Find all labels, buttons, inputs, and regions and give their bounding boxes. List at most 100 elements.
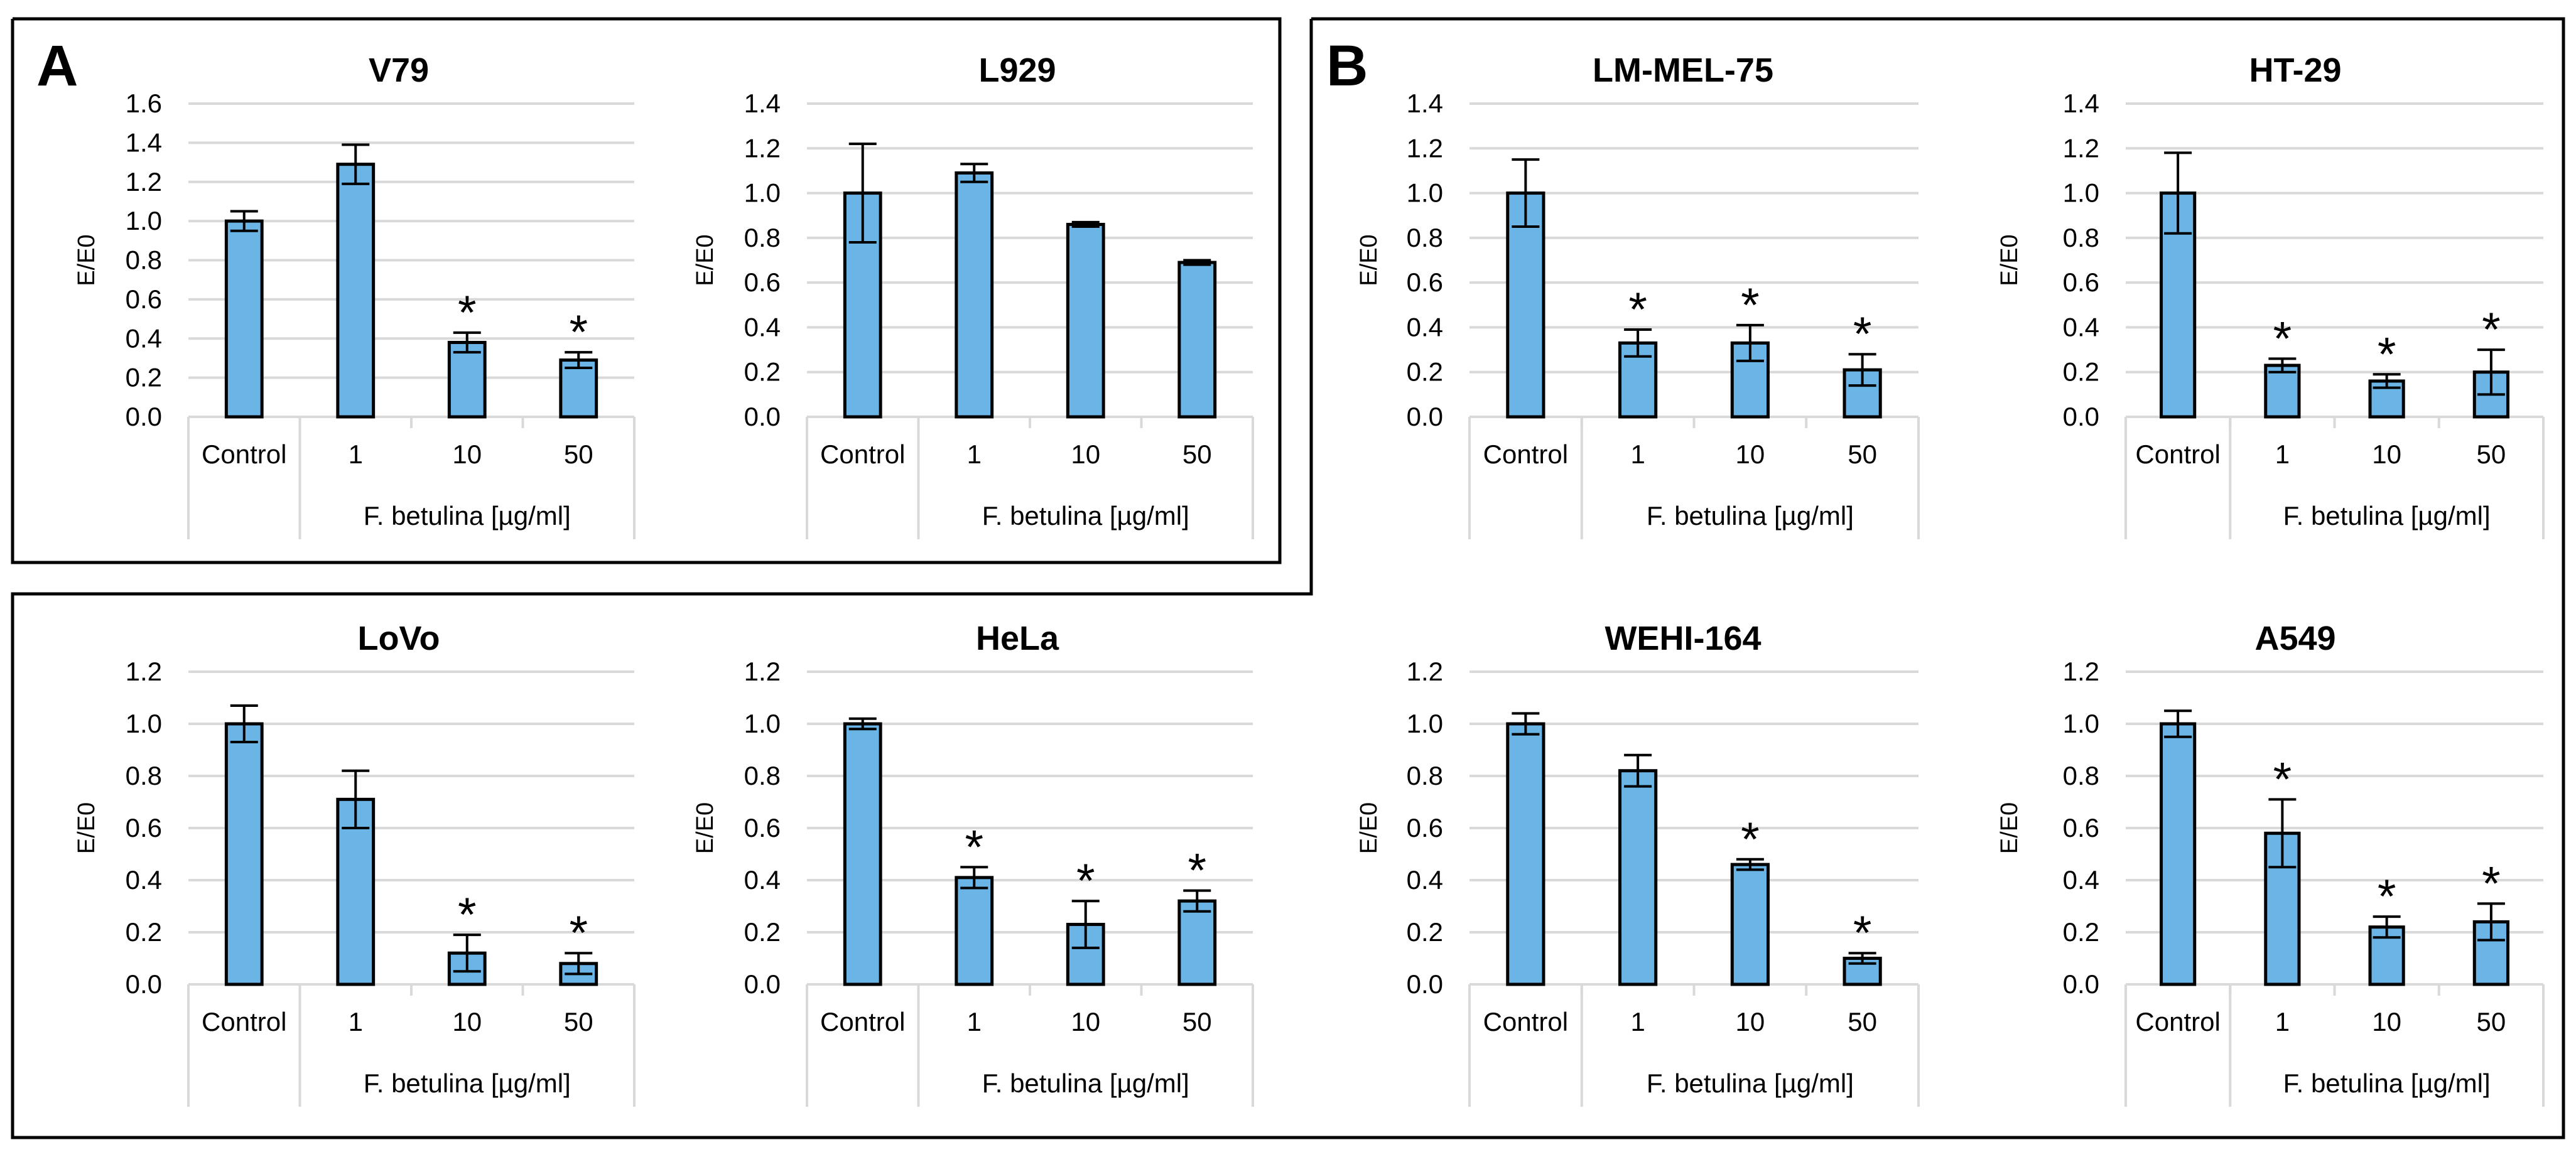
y-tick-label: 0.8 (126, 245, 162, 275)
x-tick-label: Control (1483, 1007, 1568, 1036)
y-tick-label: 1.0 (1407, 709, 1443, 738)
y-tick-label: 0.2 (1407, 357, 1443, 387)
y-tick-label: 0.8 (744, 761, 781, 790)
y-tick-label: 1.0 (1407, 178, 1443, 208)
bar-50 (1177, 899, 1217, 986)
y-tick-label: 1.4 (744, 89, 781, 118)
x-tick-label: 1 (349, 1007, 363, 1036)
bar-10 (1730, 863, 1770, 986)
significance-marker: * (2482, 857, 2501, 910)
bar-control (1506, 722, 1545, 986)
chart-a549: A549 E/E0 0.0 0.2 0.4 0.6 0.8 1.0 1.2 Control * 1 * 1… (1996, 620, 2545, 1107)
y-tick-label: 0.2 (126, 917, 162, 947)
x-tick-label: 10 (2372, 1007, 2401, 1036)
y-tick-label: 0.0 (2063, 969, 2099, 999)
x-tick-label: 50 (564, 439, 593, 469)
y-tick-label: 1.2 (1407, 133, 1443, 163)
significance-marker: * (458, 888, 477, 942)
bar-50 (559, 358, 598, 419)
y-tick-label: 0.8 (2063, 223, 2099, 252)
x-tick-label: 1 (349, 439, 363, 469)
x-tick-label: 1 (2275, 1007, 2290, 1036)
x-group-label: F. betulina [µg/ml] (1647, 1068, 1854, 1098)
y-tick-label: 0.4 (126, 323, 162, 353)
x-tick-label: 50 (564, 1007, 593, 1036)
x-tick-label: Control (820, 1007, 905, 1036)
y-tick-label: 0.8 (1407, 761, 1443, 790)
significance-marker: * (1188, 844, 1206, 898)
chart-title: WEHI-164 (1605, 620, 1761, 657)
x-group-label: F. betulina [µg/ml] (2283, 501, 2491, 530)
significance-marker: * (1853, 308, 1872, 361)
significance-marker: * (1741, 813, 1760, 866)
y-tick-label: 0.0 (1407, 402, 1443, 431)
y-tick-label: 0.4 (2063, 312, 2099, 342)
bar-10 (447, 340, 487, 419)
chart-title: V79 (369, 51, 429, 89)
x-group-label: F. betulina [µg/ml] (982, 1068, 1189, 1098)
y-tick-label: 0.2 (744, 917, 781, 947)
y-tick-label: 1.2 (2063, 657, 2099, 686)
x-tick-label: 1 (967, 1007, 982, 1036)
x-group-label: F. betulina [µg/ml] (364, 501, 571, 530)
x-tick-label: Control (202, 439, 286, 469)
significance-marker: * (2378, 870, 2396, 923)
x-tick-label: 1 (1630, 1007, 1645, 1036)
chart-lm-mel-75: LM-MEL-75 E/E0 0.0 0.2 0.4 0.6 0.8 1.0 1.2 1.4 Con… (1356, 51, 1920, 539)
y-tick-label: 0.6 (1407, 813, 1443, 842)
x-group-label: F. betulina [µg/ml] (2283, 1068, 2491, 1098)
y-tick-label: 0.8 (744, 223, 781, 252)
y-tick-label: 0.0 (744, 969, 781, 999)
chart-title: A549 (2254, 620, 2335, 657)
y-tick-label: 0.6 (126, 813, 162, 842)
y-tick-label: 0.2 (126, 363, 162, 392)
bar-1 (955, 171, 994, 419)
y-axis-label: E/E0 (1996, 234, 2023, 286)
y-tick-label: 1.4 (1407, 89, 1443, 118)
bar-1 (955, 876, 994, 986)
chart-ht-29: HT-29 E/E0 0.0 0.2 0.4 0.6 0.8 1.0 1.2 1.4 Control… (1996, 51, 2545, 539)
y-axis-label: E/E0 (73, 802, 100, 854)
chart-l929: L929 E/E0 0.0 0.2 0.4 0.6 0.8 1.0 1.2 1.4 Control 1… (692, 51, 1254, 539)
chart-hela: HeLa E/E0 0.0 0.2 0.4 0.6 0.8 1.0 1.2 Control * 1 * 1… (692, 620, 1254, 1107)
significance-marker: * (1076, 854, 1095, 908)
x-tick-label: 10 (452, 439, 482, 469)
significance-marker: * (569, 306, 588, 359)
chart-title: HeLa (976, 620, 1059, 657)
bar-control (224, 722, 264, 986)
significance-marker: * (2273, 312, 2292, 365)
y-tick-label: 1.0 (126, 709, 162, 738)
y-tick-label: 0.4 (744, 312, 781, 342)
bar-1 (336, 163, 376, 419)
y-tick-label: 1.0 (744, 709, 781, 738)
y-tick-label: 1.0 (2063, 178, 2099, 208)
y-tick-label: 0.2 (2063, 357, 2099, 387)
significance-marker: * (569, 907, 588, 960)
significance-marker: * (1741, 279, 1760, 332)
x-group-label: F. betulina [µg/ml] (364, 1068, 571, 1098)
y-tick-label: 0.0 (126, 402, 162, 431)
bar-control (2160, 722, 2197, 986)
chart-lovo: LoVo E/E0 0.0 0.2 0.4 0.6 0.8 1.0 1.2 Control 1 * 10… (73, 620, 636, 1107)
bar-control (843, 722, 882, 986)
y-tick-label: 0.4 (1407, 312, 1443, 342)
significance-marker: * (1628, 283, 1647, 336)
y-tick-label: 1.2 (2063, 133, 2099, 163)
x-group-label: F. betulina [µg/ml] (1647, 501, 1854, 530)
y-axis-label: E/E0 (1356, 802, 1382, 854)
y-tick-label: 0.0 (2063, 402, 2099, 431)
x-tick-label: 50 (2477, 1007, 2506, 1036)
bar-50 (1177, 261, 1217, 419)
panel-a-frame (11, 17, 1282, 564)
bar-10 (1066, 222, 1105, 419)
y-axis-label: E/E0 (692, 234, 718, 286)
x-tick-label: Control (2135, 1007, 2220, 1036)
y-tick-label: 1.2 (744, 657, 781, 686)
panel-b-frame (11, 17, 2565, 1139)
x-tick-label: Control (1483, 439, 1568, 469)
y-tick-label: 1.2 (1407, 657, 1443, 686)
x-tick-label: Control (202, 1007, 286, 1036)
x-tick-label: 10 (452, 1007, 482, 1036)
y-tick-label: 0.6 (744, 813, 781, 842)
y-axis-label: E/E0 (1356, 234, 1382, 286)
